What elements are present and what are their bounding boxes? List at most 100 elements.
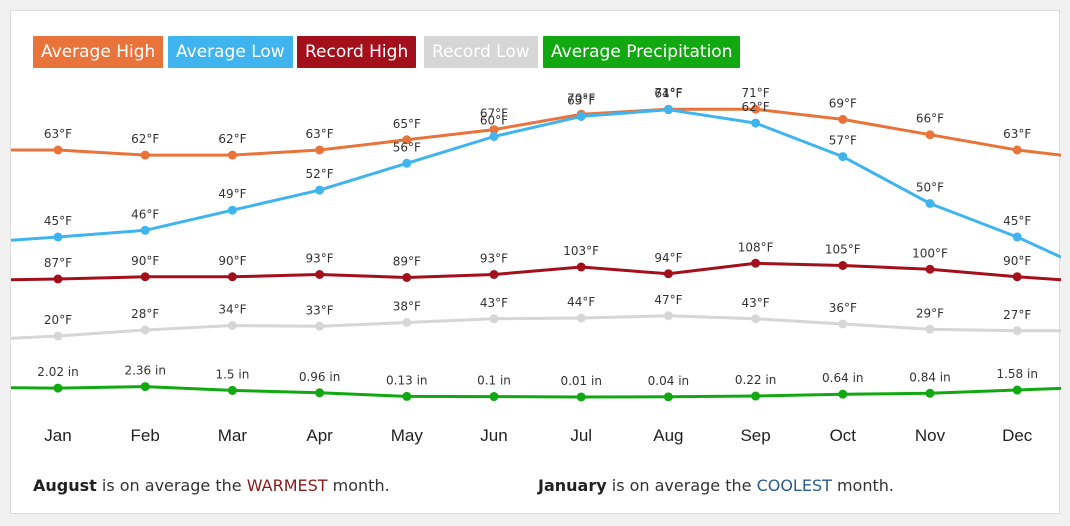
rec_high-point[interactable] <box>227 272 237 282</box>
rec_high-point[interactable] <box>838 261 848 270</box>
avg_low-point[interactable] <box>576 111 586 121</box>
precip-point[interactable] <box>53 383 63 393</box>
avg_low-point[interactable] <box>751 118 761 128</box>
avg_low-point[interactable] <box>315 185 325 195</box>
avg_low-point[interactable] <box>53 232 63 242</box>
climate-card: Average High Average Low Record High Rec… <box>10 10 1061 514</box>
warmest-word: WARMEST <box>246 476 328 495</box>
avg_low-point[interactable] <box>1012 232 1022 242</box>
rec_low-data-label: 38°F <box>393 300 421 314</box>
precip-data-label: 1.5 in <box>215 367 249 381</box>
precip-point[interactable] <box>751 391 761 401</box>
warmest-month-name: August <box>33 476 97 495</box>
avg_low-point[interactable] <box>838 152 848 162</box>
avg_low-data-label: 64°F <box>654 87 682 101</box>
avg_low-data-label: 52°F <box>306 167 334 181</box>
avg_high-data-label: 71°F <box>742 86 770 100</box>
precip-line <box>11 385 1061 399</box>
avg_high-point[interactable] <box>1012 145 1022 155</box>
month-label: Oct <box>830 426 857 445</box>
legend-avg-low-button[interactable]: Average Low <box>168 36 293 68</box>
avg_low-point[interactable] <box>227 205 237 215</box>
rec_low-point[interactable] <box>140 325 150 335</box>
series-rec_high: 87°F 90°F 90°F 93°F 89°F 93°F 103°F 94°F 108°F 10… <box>11 240 1061 284</box>
legend-avg-high-button[interactable]: Average High <box>33 36 164 68</box>
precip-point[interactable] <box>1012 385 1022 395</box>
avg_low-point[interactable] <box>140 225 150 235</box>
rec_low-data-label: 47°F <box>654 293 682 307</box>
rec_high-data-label: 90°F <box>218 254 246 268</box>
rec_low-point[interactable] <box>53 331 63 341</box>
coolest-text-1: is on average the <box>606 476 757 495</box>
avg_high-data-label: 62°F <box>218 132 246 146</box>
precip-point[interactable] <box>576 392 586 402</box>
rec_low-data-label: 27°F <box>1003 308 1031 322</box>
rec_high-data-label: 94°F <box>654 251 682 265</box>
rec_high-data-label: 89°F <box>393 255 421 269</box>
avg_high-data-label: 67°F <box>480 107 508 121</box>
precip-point[interactable] <box>402 391 412 401</box>
rec_low-data-label: 20°F <box>44 313 72 327</box>
avg_high-point[interactable] <box>925 130 935 140</box>
legend-record-high-button[interactable]: Record High <box>297 36 417 68</box>
avg_high-point[interactable] <box>402 135 412 145</box>
rec_low-point[interactable] <box>751 314 761 324</box>
legend-precipitation-button[interactable]: Average Precipitation <box>543 36 741 68</box>
rec_high-point[interactable] <box>315 270 325 279</box>
avg_low-data-label: 62°F <box>742 100 770 114</box>
rec_high-point[interactable] <box>1012 272 1022 282</box>
avg_high-point[interactable] <box>838 114 848 124</box>
rec_high-point[interactable] <box>140 272 150 282</box>
rec_high-data-label: 105°F <box>825 243 861 257</box>
legend-record-low-button[interactable]: Record Low <box>424 36 538 68</box>
rec_high-point[interactable] <box>402 273 412 282</box>
avg_low-point[interactable] <box>925 199 935 208</box>
rec_high-point[interactable] <box>663 269 673 279</box>
rec_low-point[interactable] <box>315 321 325 331</box>
avg_high-point[interactable] <box>53 145 63 155</box>
avg_low-point[interactable] <box>489 132 499 141</box>
warmest-text-1: is on average the <box>96 476 247 495</box>
avg_high-point[interactable] <box>140 150 150 160</box>
precip-point[interactable] <box>925 388 935 398</box>
rec_low-point[interactable] <box>402 318 412 327</box>
month-label: Jun <box>480 426 507 445</box>
avg_low-point[interactable] <box>402 158 412 168</box>
precip-point[interactable] <box>489 392 499 402</box>
rec_high-point[interactable] <box>576 262 586 272</box>
avg_high-point[interactable] <box>315 145 325 155</box>
rec_high-point[interactable] <box>751 258 761 268</box>
precip-point[interactable] <box>227 385 237 395</box>
rec_high-data-label: 100°F <box>912 246 948 260</box>
avg_low-data-label: 60°F <box>480 114 508 128</box>
precip-point[interactable] <box>140 382 150 392</box>
avg_high-data-label: 69°F <box>829 96 857 110</box>
rec_low-point[interactable] <box>489 314 499 324</box>
coolest-text-2: month. <box>831 476 894 495</box>
series-avg_high: 63°F 62°F 62°F 63°F 65°F 67°F 70°F 71°F 71°F 69°F… <box>11 86 1061 160</box>
month-label: Jul <box>570 426 592 445</box>
rec_high-point[interactable] <box>925 264 935 274</box>
precip-point[interactable] <box>663 392 673 402</box>
avg_high-point[interactable] <box>227 150 237 160</box>
avg_low-point[interactable] <box>663 105 673 115</box>
rec_low-point[interactable] <box>576 313 586 323</box>
precip-point[interactable] <box>315 388 325 398</box>
avg_high-point[interactable] <box>751 104 761 114</box>
avg_low-data-label: 45°F <box>1003 214 1031 228</box>
precip-point[interactable] <box>838 389 848 399</box>
rec_high-point[interactable] <box>53 274 63 284</box>
avg_high-point[interactable] <box>489 125 499 135</box>
rec_low-point[interactable] <box>663 311 673 321</box>
rec_low-point[interactable] <box>1012 326 1022 336</box>
rec_high-point[interactable] <box>489 270 499 279</box>
rec_low-point[interactable] <box>925 324 935 334</box>
rec_low-point[interactable] <box>838 319 848 329</box>
rec_low-data-label: 29°F <box>916 306 944 320</box>
month-label: May <box>391 426 424 445</box>
month-label: Nov <box>915 426 946 445</box>
avg_high-data-label: 63°F <box>1003 127 1031 141</box>
rec_high-data-label: 90°F <box>1003 254 1031 268</box>
rec_low-data-label: 28°F <box>131 307 159 321</box>
rec_low-point[interactable] <box>227 321 237 330</box>
